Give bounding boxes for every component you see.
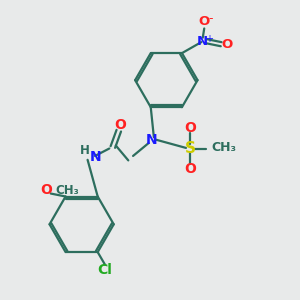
Text: O: O xyxy=(184,162,196,176)
Text: -: - xyxy=(208,12,213,25)
Text: O: O xyxy=(199,15,210,28)
Text: Cl: Cl xyxy=(98,263,112,277)
Text: +: + xyxy=(205,34,213,44)
Text: O: O xyxy=(184,121,196,135)
Text: O: O xyxy=(114,118,126,132)
Text: O: O xyxy=(221,38,232,51)
Text: CH₃: CH₃ xyxy=(55,184,79,197)
Text: N: N xyxy=(90,149,101,164)
Text: O: O xyxy=(40,183,52,197)
Text: S: S xyxy=(184,141,196,156)
Text: N: N xyxy=(146,133,157,147)
Text: CH₃: CH₃ xyxy=(211,141,236,154)
Text: N: N xyxy=(197,35,208,48)
Text: H: H xyxy=(80,143,90,157)
